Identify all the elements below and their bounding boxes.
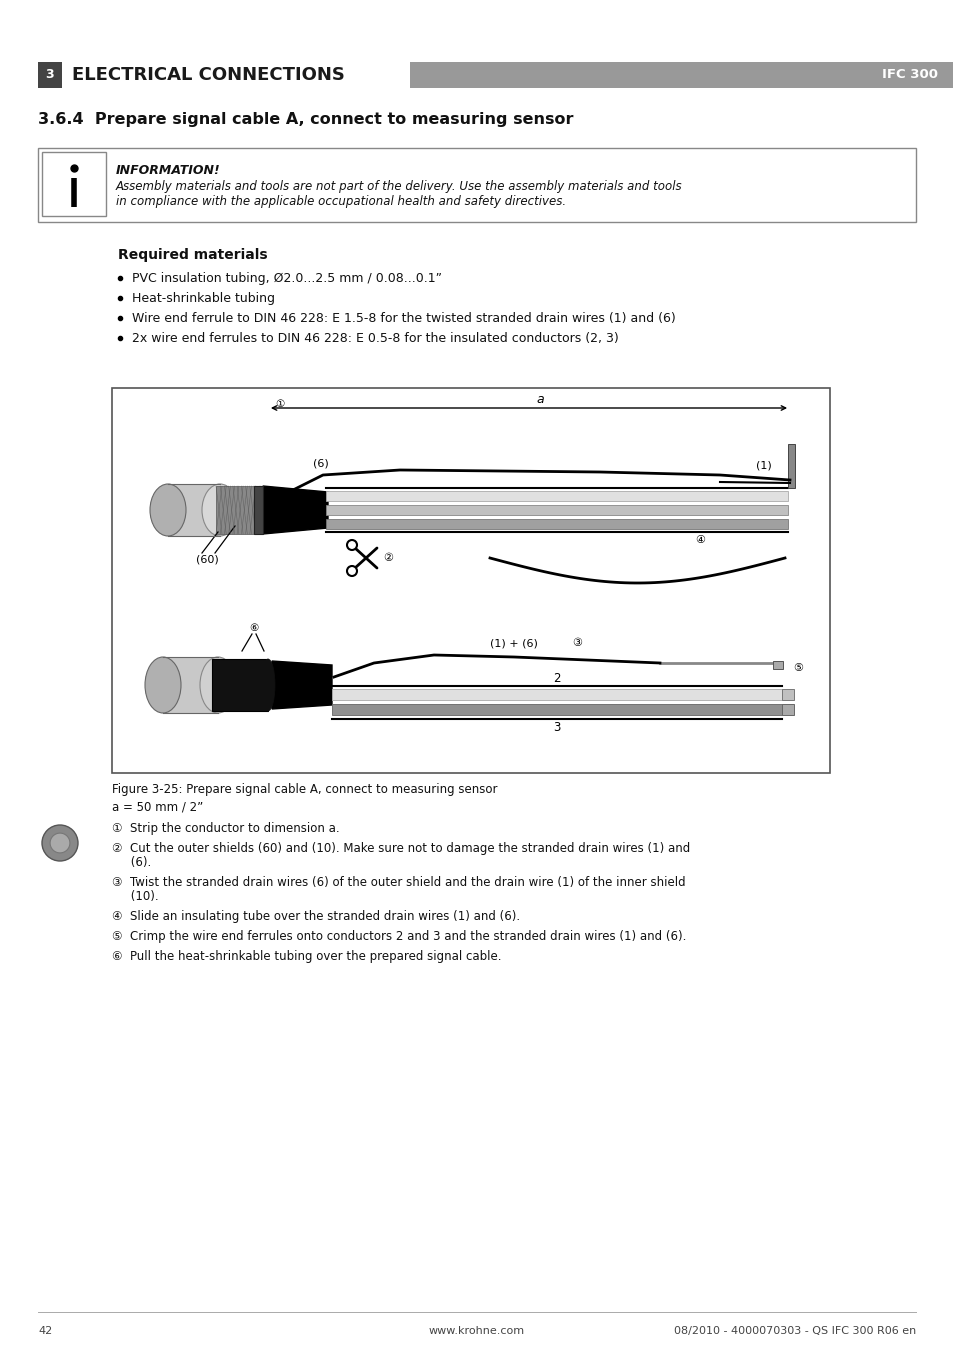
Text: INFORMATION!: INFORMATION!: [116, 163, 220, 177]
Ellipse shape: [145, 657, 181, 713]
Text: 42: 42: [38, 1325, 52, 1336]
Text: ⑤  Crimp the wire end ferrules onto conductors 2 and 3 and the stranded drain wi: ⑤ Crimp the wire end ferrules onto condu…: [112, 929, 685, 943]
Text: Heat-shrinkable tubing: Heat-shrinkable tubing: [132, 292, 274, 305]
Bar: [326, 505, 787, 515]
Bar: [326, 519, 787, 530]
Text: ②  Cut the outer shields (60) and (10). Make sure not to damage the stranded dra: ② Cut the outer shields (60) and (10). M…: [112, 842, 690, 855]
Text: (10).: (10).: [112, 890, 158, 902]
Text: ⑥: ⑥: [249, 623, 258, 634]
Text: (1): (1): [755, 459, 771, 470]
Text: Figure 3-25: Prepare signal cable A, connect to measuring sensor: Figure 3-25: Prepare signal cable A, con…: [112, 784, 497, 796]
Text: (6): (6): [313, 458, 329, 467]
Text: ②: ②: [382, 553, 393, 563]
Text: Required materials: Required materials: [118, 249, 268, 262]
Text: (1) + (6): (1) + (6): [490, 638, 537, 648]
Text: ⑥  Pull the heat-shrinkable tubing over the prepared signal cable.: ⑥ Pull the heat-shrinkable tubing over t…: [112, 950, 501, 963]
Bar: [253, 486, 263, 534]
Text: Assembly materials and tools are not part of the delivery. Use the assembly mate: Assembly materials and tools are not par…: [116, 180, 682, 193]
Bar: [38, 149, 915, 222]
Text: PVC insulation tubing, Ø2.0...2.5 mm / 0.08...0.1”: PVC insulation tubing, Ø2.0...2.5 mm / 0…: [132, 272, 441, 285]
Text: 3.6.4  Prepare signal cable A, connect to measuring sensor: 3.6.4 Prepare signal cable A, connect to…: [38, 112, 573, 127]
Bar: [332, 689, 781, 700]
Text: 3: 3: [46, 69, 54, 81]
Ellipse shape: [51, 834, 70, 852]
Ellipse shape: [150, 484, 186, 536]
Ellipse shape: [261, 659, 274, 711]
Text: Wire end ferrule to DIN 46 228: E 1.5-8 for the twisted stranded drain wires (1): Wire end ferrule to DIN 46 228: E 1.5-8 …: [132, 312, 675, 326]
Text: ③: ③: [572, 638, 581, 648]
Ellipse shape: [42, 825, 78, 861]
Bar: [772, 661, 782, 669]
Polygon shape: [272, 661, 332, 709]
Text: (6).: (6).: [112, 857, 152, 869]
Text: ③  Twist the stranded drain wires (6) of the outer shield and the drain wire (1): ③ Twist the stranded drain wires (6) of …: [112, 875, 685, 889]
Bar: [326, 490, 787, 501]
Bar: [112, 388, 829, 773]
Polygon shape: [263, 486, 328, 534]
Bar: [787, 444, 794, 488]
Bar: [781, 689, 793, 700]
Bar: [212, 659, 268, 711]
Text: IFC 300: IFC 300: [882, 69, 937, 81]
Ellipse shape: [200, 657, 235, 713]
Ellipse shape: [347, 540, 356, 550]
Text: a = 50 mm / 2”: a = 50 mm / 2”: [112, 801, 203, 815]
Text: (60): (60): [195, 555, 218, 565]
Text: ④: ④: [695, 535, 704, 544]
Text: ①: ①: [275, 399, 284, 409]
Bar: [781, 704, 793, 715]
Bar: [42, 153, 106, 216]
Text: ⑤: ⑤: [792, 663, 802, 673]
Text: in compliance with the applicable occupational health and safety directives.: in compliance with the applicable occupa…: [116, 195, 565, 208]
Bar: [163, 657, 218, 713]
Text: 08/2010 - 4000070303 - QS IFC 300 R06 en: 08/2010 - 4000070303 - QS IFC 300 R06 en: [673, 1325, 915, 1336]
Text: 2x wire end ferrules to DIN 46 228: E 0.5-8 for the insulated conductors (2, 3): 2x wire end ferrules to DIN 46 228: E 0.…: [132, 332, 618, 345]
Bar: [332, 704, 781, 715]
Text: 2: 2: [553, 671, 560, 685]
Bar: [215, 486, 253, 534]
Ellipse shape: [202, 484, 237, 536]
Text: 3: 3: [553, 721, 560, 734]
Bar: [38, 62, 62, 88]
Bar: [168, 484, 220, 536]
Bar: [410, 62, 953, 88]
Text: ①  Strip the conductor to dimension a.: ① Strip the conductor to dimension a.: [112, 821, 339, 835]
Ellipse shape: [347, 566, 356, 576]
Text: ④  Slide an insulating tube over the stranded drain wires (1) and (6).: ④ Slide an insulating tube over the stra…: [112, 911, 519, 923]
Text: www.krohne.com: www.krohne.com: [429, 1325, 524, 1336]
Text: ELECTRICAL CONNECTIONS: ELECTRICAL CONNECTIONS: [71, 66, 345, 84]
Text: a: a: [536, 393, 543, 407]
